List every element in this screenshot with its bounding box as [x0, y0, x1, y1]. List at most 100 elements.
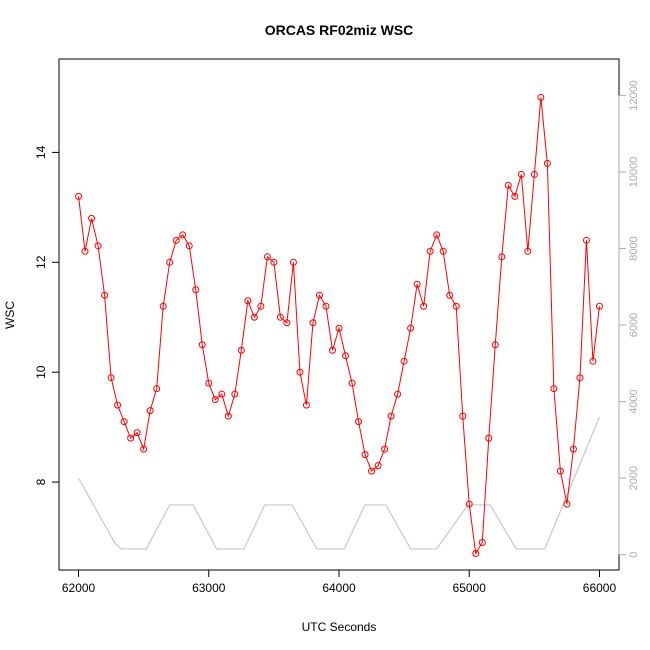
wsc-series-layer: [75, 93, 603, 558]
wsc-data-point: [472, 550, 480, 558]
wsc-data-point: [224, 412, 232, 420]
wsc-data-point: [517, 170, 525, 178]
wsc-data-point: [446, 291, 454, 299]
wsc-data-point: [407, 324, 415, 332]
y2-tick-label: 8000: [628, 236, 640, 260]
secondary-series-line: [78, 416, 601, 550]
wsc-data-point: [361, 451, 369, 459]
y2-tick-label: 2000: [628, 466, 640, 490]
wsc-data-point: [530, 170, 538, 178]
wsc-data-point: [114, 401, 122, 409]
y-tick-label: 14: [34, 145, 48, 159]
wsc-data-point: [263, 253, 271, 261]
wsc-data-point: [368, 467, 376, 475]
wsc-data-point: [172, 236, 180, 244]
x-tick-label: 62000: [62, 581, 96, 595]
wsc-data-point: [342, 352, 350, 360]
secondary-series-layer: [78, 416, 601, 550]
wsc-data-point: [101, 291, 109, 299]
wsc-data-point: [550, 385, 558, 393]
wsc-data-point: [498, 253, 506, 261]
y-axis-left: 8 10 12 14: [34, 145, 60, 485]
wsc-data-point: [355, 418, 363, 426]
wsc-data-point: [478, 539, 486, 547]
wsc-data-point: [289, 258, 297, 266]
y-tick-label: 12: [34, 255, 48, 269]
wsc-data-point: [459, 412, 467, 420]
y-axis-right: 0 2000 4000 6000 8000 10000 12000: [618, 80, 640, 558]
wsc-data-point: [302, 401, 310, 409]
wsc-data-point: [426, 247, 434, 255]
wsc-data-point: [276, 313, 284, 321]
wsc-data-point: [452, 302, 460, 310]
y-tick-label: 8: [34, 478, 48, 485]
x-tick-label: 63000: [192, 581, 226, 595]
x-tick-label: 64000: [322, 581, 356, 595]
wsc-data-point: [576, 374, 584, 382]
wsc-data-point: [185, 242, 193, 250]
wsc-data-point: [127, 434, 135, 442]
wsc-data-point: [315, 291, 323, 299]
wsc-data-point: [348, 379, 356, 387]
wsc-data-point: [595, 302, 603, 310]
wsc-data-point: [88, 214, 96, 222]
y2-tick-label: 4000: [628, 389, 640, 413]
chart-title: ORCAS RF02miz WSC: [265, 22, 414, 38]
wsc-data-point: [374, 462, 382, 470]
wsc-data-point: [283, 319, 291, 327]
x-tick-label: 65000: [453, 581, 487, 595]
wsc-data-point: [231, 390, 239, 398]
wsc-data-point: [244, 297, 252, 305]
wsc-data-point: [94, 242, 102, 250]
wsc-data-point: [159, 302, 167, 310]
wsc-data-point: [524, 247, 532, 255]
wsc-data-point: [146, 407, 154, 415]
wsc-data-point: [328, 346, 336, 354]
y2-tick-label: 0: [628, 552, 640, 558]
wsc-data-point: [400, 357, 408, 365]
wsc-data-point: [81, 247, 89, 255]
wsc-data-point: [556, 467, 564, 475]
wsc-data-point: [120, 418, 128, 426]
wsc-data-point: [179, 231, 187, 239]
y2-tick-label: 6000: [628, 313, 640, 337]
wsc-data-point: [237, 346, 245, 354]
wsc-data-point: [309, 319, 317, 327]
wsc-data-point: [504, 181, 512, 189]
x-axis-label: UTC Seconds: [302, 620, 377, 634]
wsc-data-point: [198, 341, 206, 349]
wsc-data-point: [75, 192, 83, 200]
wsc-data-point: [569, 445, 577, 453]
wsc-data-point: [394, 390, 402, 398]
wsc-series-line: [78, 97, 600, 556]
wsc-data-point: [582, 236, 590, 244]
wsc-data-point: [270, 258, 278, 266]
wsc-data-point: [433, 231, 441, 239]
wsc-data-point: [387, 412, 395, 420]
x-tick-label: 66000: [583, 581, 617, 595]
wsc-data-point: [563, 500, 571, 508]
wsc-data-point: [511, 192, 519, 200]
y2-tick-label: 12000: [628, 80, 640, 111]
wsc-data-point: [166, 258, 174, 266]
wsc-data-point: [250, 313, 258, 321]
wsc-data-point: [192, 286, 200, 294]
wsc-data-point: [413, 280, 421, 288]
wsc-data-point: [537, 93, 545, 101]
wsc-data-point: [439, 247, 447, 255]
wsc-data-point: [322, 302, 330, 310]
wsc-data-point: [381, 445, 389, 453]
wsc-data-point: [296, 368, 304, 376]
wsc-data-point: [133, 429, 141, 437]
wsc-data-point: [205, 379, 213, 387]
wsc-data-point: [335, 324, 343, 332]
plot-frame: [58, 58, 620, 571]
wsc-data-point: [257, 302, 265, 310]
wsc-data-point: [543, 159, 551, 167]
wsc-data-point: [140, 445, 148, 453]
y2-tick-label: 10000: [628, 157, 640, 188]
y-axis-label: WSC: [3, 301, 17, 329]
wsc-data-point: [420, 302, 428, 310]
wsc-data-point: [491, 341, 499, 349]
